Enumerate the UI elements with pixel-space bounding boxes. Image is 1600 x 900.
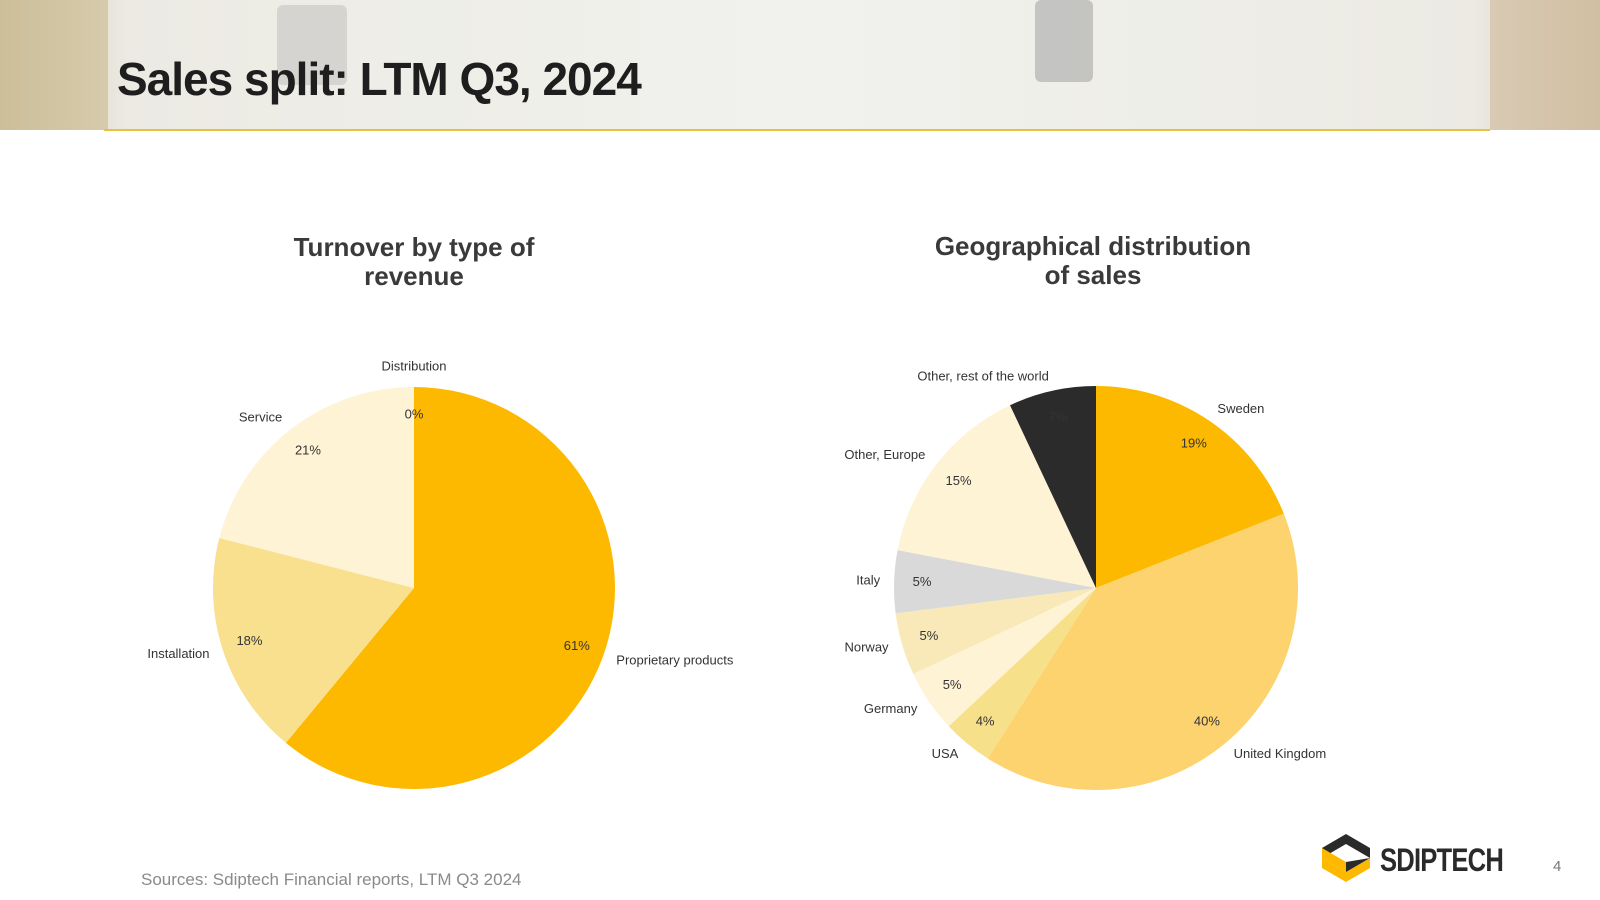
pie-slice bbox=[285, 387, 615, 790]
slice-value-label: 15% bbox=[945, 473, 971, 488]
header-banner bbox=[0, 0, 1600, 130]
banner-traffic-light bbox=[1035, 0, 1093, 82]
logo-text: SDIPTECH bbox=[1380, 842, 1504, 878]
pie-slice bbox=[212, 538, 414, 743]
slice-value-label: 5% bbox=[920, 628, 939, 643]
pie-slice bbox=[1096, 386, 1284, 588]
slice-category-label: Proprietary products bbox=[616, 652, 734, 667]
logo-icon bbox=[1322, 834, 1370, 882]
slice-category-label: United Kingdom bbox=[1234, 746, 1327, 761]
slice-value-label: 0% bbox=[405, 406, 424, 421]
chart-title: Geographical distribution of sales bbox=[934, 231, 1252, 290]
slice-category-label: Other, Europe bbox=[844, 447, 925, 462]
pie-slice bbox=[1009, 386, 1096, 588]
slice-value-label: 7% bbox=[1049, 410, 1068, 425]
slice-value-label: 61% bbox=[564, 638, 590, 653]
slice-category-label: Sweden bbox=[1217, 401, 1264, 416]
banner-traffic-light bbox=[277, 5, 347, 85]
slice-category-label: USA bbox=[932, 746, 959, 761]
pie-slice bbox=[895, 588, 1096, 675]
banner-building bbox=[0, 0, 108, 130]
slice-value-label: 21% bbox=[295, 443, 321, 458]
slice-category-label: Service bbox=[239, 410, 282, 425]
pie-slice bbox=[894, 550, 1096, 614]
pie-slice bbox=[948, 588, 1096, 759]
slice-category-label: Distribution bbox=[381, 358, 446, 373]
slide-title: Sales split: LTM Q3, 2024 bbox=[117, 53, 642, 105]
slice-value-label: 40% bbox=[1194, 714, 1220, 729]
slice-category-label: Installation bbox=[147, 646, 209, 661]
slice-value-label: 18% bbox=[236, 633, 262, 648]
slice-value-label: 5% bbox=[943, 677, 962, 692]
slice-value-label: 5% bbox=[913, 574, 932, 589]
slice-value-label: 4% bbox=[976, 714, 995, 729]
banner-building bbox=[1490, 0, 1600, 130]
slice-category-label: Italy bbox=[856, 573, 880, 588]
pie-slice bbox=[987, 513, 1298, 790]
pie-slice bbox=[897, 405, 1096, 588]
pie-slice bbox=[219, 387, 414, 588]
slice-category-label: Norway bbox=[844, 640, 889, 655]
page-number: 4 bbox=[1553, 858, 1562, 875]
source-note: Sources: Sdiptech Financial reports, LTM… bbox=[141, 870, 522, 889]
slice-value-label: 19% bbox=[1181, 436, 1207, 451]
slice-category-label: Germany bbox=[864, 701, 918, 716]
chart-title: Turnover by type of revenue bbox=[293, 232, 535, 291]
pie-slice bbox=[913, 588, 1096, 727]
slice-category-label: Other, rest of the world bbox=[917, 369, 1049, 384]
